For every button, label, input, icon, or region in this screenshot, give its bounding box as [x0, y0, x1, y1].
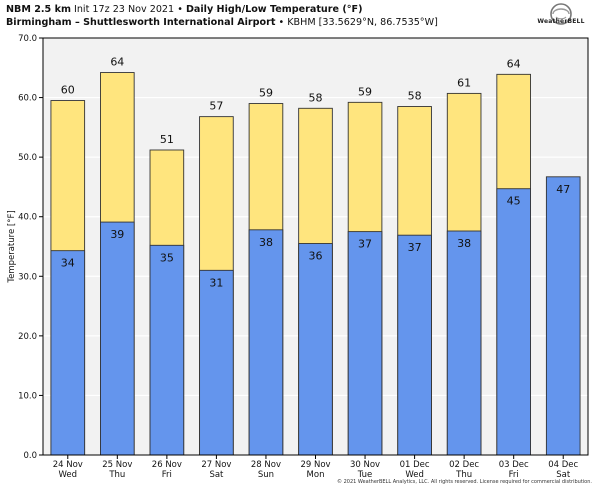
- high-data-label: 59: [259, 87, 273, 100]
- x-tick-label-day: Thu: [108, 470, 125, 480]
- low-data-label: 37: [408, 241, 422, 254]
- low-bar: [347, 231, 383, 456]
- model-name: NBM 2.5 km: [6, 4, 71, 15]
- station-info: KBHM [33.5629°N, 86.7535°W]: [287, 17, 438, 28]
- x-tick-label-date: 29 Nov: [300, 460, 330, 470]
- x-tick-label-day: Sun: [258, 470, 274, 480]
- low-bar: [199, 269, 234, 456]
- low-data-label: 39: [110, 228, 124, 241]
- x-tick-label-date: 27 Nov: [201, 460, 231, 470]
- y-tick-label: 40.0: [18, 213, 37, 223]
- high-data-label: 59: [358, 85, 372, 98]
- x-tick-label-date: 30 Nov: [350, 460, 380, 470]
- x-tick-label-date: 28 Nov: [251, 460, 281, 470]
- low-bar: [446, 230, 482, 456]
- low-bar: [50, 250, 86, 456]
- x-tick-label-day: Sat: [209, 470, 224, 480]
- x-tick-label-day: Mon: [307, 470, 325, 480]
- high-data-label: 58: [408, 90, 422, 103]
- high-data-label: 60: [61, 84, 75, 97]
- low-data-label: 35: [160, 251, 174, 264]
- low-bar: [545, 176, 581, 456]
- x-tick-label-day: Fri: [162, 470, 172, 480]
- swirl-logo-icon: [550, 3, 572, 25]
- x-tick-label-day: Sat: [556, 470, 571, 480]
- x-tick-label-date: 25 Nov: [102, 460, 132, 470]
- header-line-1: NBM 2.5 km Init 17z 23 Nov 2021 • Daily …: [6, 3, 526, 16]
- weatherbell-logo: WeatherBELL: [530, 2, 592, 36]
- low-bar: [397, 234, 432, 456]
- low-data-label: 31: [209, 276, 223, 289]
- low-bar: [149, 244, 185, 456]
- y-tick-label: 50.0: [18, 153, 37, 163]
- x-tick-label-date: 24 Nov: [53, 460, 83, 470]
- x-tick-label-date: 03 Dec: [499, 460, 529, 470]
- low-data-label: 38: [457, 237, 471, 250]
- logo-text: WeatherBELL: [537, 18, 585, 25]
- x-tick-label-day: Wed: [58, 470, 77, 480]
- y-tick-label: 20.0: [18, 332, 37, 342]
- low-bar: [248, 229, 284, 456]
- separator: •: [278, 17, 285, 28]
- x-tick-label-day: Wed: [405, 470, 424, 480]
- y-tick-label: 60.0: [18, 94, 37, 104]
- x-tick-label-date: 26 Nov: [152, 460, 182, 470]
- header-line-2: Birmingham – Shuttlesworth International…: [6, 16, 526, 29]
- y-tick-label: 10.0: [18, 391, 37, 401]
- low-bar: [496, 188, 531, 456]
- low-data-label: 38: [259, 236, 273, 249]
- low-data-label: 47: [556, 183, 570, 196]
- separator: •: [177, 4, 183, 15]
- location-name: Birmingham – Shuttlesworth International…: [6, 17, 276, 28]
- high-data-label: 64: [110, 56, 124, 69]
- y-axis-label: Temperature [°F]: [7, 210, 17, 283]
- chart-title: Daily High/Low Temperature (°F): [185, 4, 363, 15]
- y-tick-label: 0.0: [23, 451, 37, 461]
- bars: [50, 72, 581, 456]
- init-time: Init 17z 23 Nov 2021: [74, 4, 175, 15]
- low-bar: [298, 243, 333, 456]
- high-data-label: 58: [309, 91, 323, 104]
- x-tick-label-day: Tue: [357, 470, 373, 480]
- x-tick-label-day: Fri: [509, 470, 519, 480]
- chart-header: NBM 2.5 km Init 17z 23 Nov 2021 • Daily …: [6, 3, 526, 29]
- low-data-label: 37: [358, 238, 372, 251]
- plot-frame: [42, 37, 589, 456]
- y-tick-label: 70.0: [18, 34, 37, 44]
- x-tick-label-date: 01 Dec: [400, 460, 430, 470]
- low-bar: [100, 221, 135, 456]
- high-data-label: 51: [160, 133, 174, 146]
- x-tick-label-date: 04 Dec: [548, 460, 578, 470]
- y-tick-label: 30.0: [18, 272, 37, 282]
- data-labels: 60 64 51 57 59 58 59 58 61 64 34 39 35 31 38 36 37 37 38 45…: [61, 56, 570, 290]
- low-data-label: 45: [507, 195, 521, 208]
- axes: 0.010.020.030.040.050.060.070.024 NovWed…: [18, 34, 589, 480]
- low-data-label: 36: [309, 250, 323, 263]
- low-data-label: 34: [61, 257, 75, 270]
- x-tick-label-day: Thu: [455, 470, 472, 480]
- high-data-label: 64: [507, 57, 521, 70]
- copyright-notice: © 2021 WeatherBELL Analytics, LLC. All r…: [337, 479, 592, 485]
- high-data-label: 61: [457, 76, 471, 89]
- x-tick-label-date: 02 Dec: [449, 460, 479, 470]
- high-data-label: 57: [209, 100, 223, 113]
